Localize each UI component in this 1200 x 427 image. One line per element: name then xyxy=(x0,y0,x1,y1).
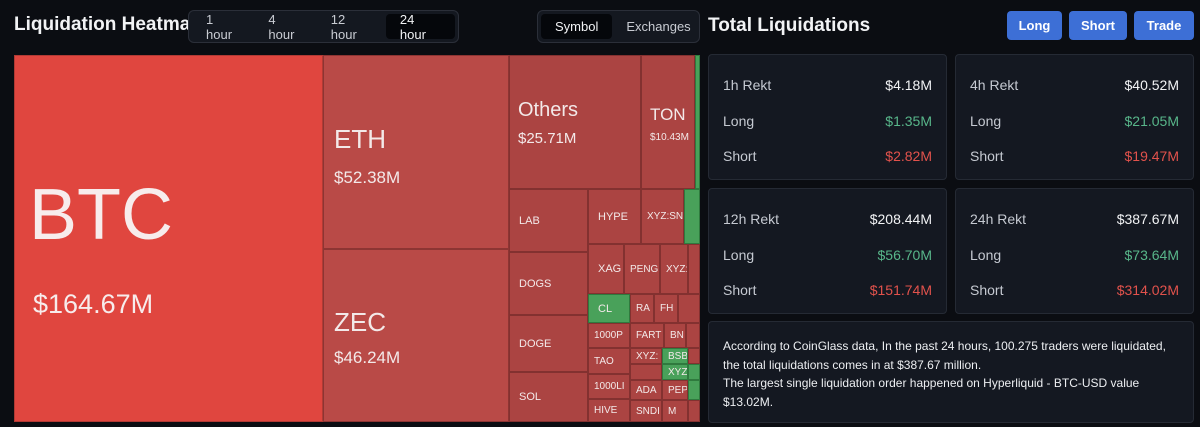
view-tabs: Symbol Exchanges xyxy=(537,10,700,43)
trade-button[interactable]: Trade xyxy=(1134,11,1194,40)
ton-value: $10.43M xyxy=(650,132,689,143)
treemap-cell-small[interactable] xyxy=(688,244,700,294)
long-label: Long xyxy=(970,113,1002,129)
treemap-cell-eth[interactable]: ETH $52.38M xyxy=(323,55,509,249)
others-value: $25.71M xyxy=(518,130,577,147)
time-range-tabs: 1 hour 4 hour 12 hour 24 hour xyxy=(188,10,459,43)
long-value: $73.64M xyxy=(1124,247,1179,263)
long-button[interactable]: Long xyxy=(1007,11,1062,40)
treemap-cell-1000p[interactable]: 1000P xyxy=(588,323,630,348)
treemap-cell-hive[interactable]: HIVE xyxy=(588,399,630,422)
treemap-cell-dogs[interactable]: DOGS xyxy=(509,252,588,315)
card-12h-rekt: 12h Rekt $208.44M Long $56.70M Short $151.7… xyxy=(708,188,947,314)
treemap-cell-cl[interactable]: CL xyxy=(588,294,630,323)
treemap-cell-zec[interactable]: ZEC $46.24M xyxy=(323,249,509,422)
treemap-cell-ada[interactable]: ADA xyxy=(630,380,662,400)
total-liquidations-title: Total Liquidations xyxy=(708,15,871,36)
others-label: Others xyxy=(518,99,579,121)
treemap-cell-xyz-3[interactable]: XYZ xyxy=(662,364,688,380)
card-24h-rekt: 24h Rekt $387.67M Long $73.64M Short $314.0… xyxy=(955,188,1194,314)
btc-label: BTC xyxy=(29,175,173,255)
treemap-cell-ton[interactable]: TON $10.43M xyxy=(641,55,695,189)
long-label: Long xyxy=(723,247,755,263)
card-total: $208.44M xyxy=(869,211,932,227)
short-value: $151.74M xyxy=(869,282,932,298)
summary-line-1: According to CoinGlass data, In the past… xyxy=(723,339,1166,372)
treemap-cell-others[interactable]: Others $25.71M xyxy=(509,55,641,189)
tab-4-hour[interactable]: 4 hour xyxy=(268,11,295,42)
short-button[interactable]: Short xyxy=(1069,11,1127,40)
page-title: Liquidation Heatmap xyxy=(14,14,202,35)
liquidation-summary: According to CoinGlass data, In the past… xyxy=(708,321,1194,423)
treemap-cell-1000li[interactable]: 1000LI xyxy=(588,374,630,399)
liquidation-treemap: BTC $164.67M ETH $52.38M ZEC $46.24M Oth… xyxy=(14,55,700,422)
treemap-cell-sol[interactable]: SOL xyxy=(509,372,588,422)
tab-24-hour[interactable]: 24 hour xyxy=(385,12,455,42)
treemap-cell-sndi[interactable]: SNDI xyxy=(630,400,662,422)
long-value: $21.05M xyxy=(1124,113,1179,129)
treemap-cell-fh[interactable]: FH xyxy=(654,294,678,323)
ton-label: TON xyxy=(650,105,686,124)
treemap-cell-small[interactable] xyxy=(678,294,700,323)
treemap-cell-small[interactable] xyxy=(695,55,700,189)
treemap-cell-tao[interactable]: TAO xyxy=(588,348,630,374)
summary-line-2: The largest single liquidation order hap… xyxy=(723,376,1140,409)
treemap-cell-small[interactable] xyxy=(688,400,700,422)
treemap-cell-btc[interactable]: BTC $164.67M xyxy=(14,55,323,422)
card-total: $40.52M xyxy=(1124,77,1179,93)
short-value: $314.02M xyxy=(1116,282,1179,298)
treemap-cell-small[interactable] xyxy=(630,364,662,380)
long-value: $1.35M xyxy=(885,113,932,129)
eth-value: $52.38M xyxy=(334,168,401,187)
treemap-cell-hype[interactable]: HYPE xyxy=(588,189,641,244)
eth-label: ETH xyxy=(334,124,386,154)
treemap-cell-pep[interactable]: PEP xyxy=(662,380,688,400)
zec-value: $46.24M xyxy=(334,348,401,367)
short-label: Short xyxy=(970,282,1004,298)
long-value: $56.70M xyxy=(877,247,932,263)
card-title: 24h Rekt xyxy=(970,211,1027,227)
tab-exchanges[interactable]: Exchanges xyxy=(626,19,691,34)
card-title: 12h Rekt xyxy=(723,211,780,227)
treemap-cell-bsb[interactable]: BSB xyxy=(662,348,688,364)
treemap-cell-bn[interactable]: BN xyxy=(664,323,686,348)
treemap-cell-peng[interactable]: PENG xyxy=(624,244,660,294)
tab-12-hour[interactable]: 12 hour xyxy=(330,11,357,42)
short-value: $19.47M xyxy=(1124,148,1179,164)
treemap-cell-small[interactable] xyxy=(688,380,700,400)
treemap-cell-ra[interactable]: RA xyxy=(630,294,654,323)
card-1h-rekt: 1h Rekt $4.18M Long $1.35M Short $2.82M xyxy=(708,54,947,180)
treemap-cell-xyz-2[interactable]: XYZ: xyxy=(630,348,662,364)
treemap-cell-xyz-sn[interactable]: XYZ:SN xyxy=(641,189,684,244)
long-label: Long xyxy=(723,113,755,129)
tab-symbol[interactable]: Symbol xyxy=(541,14,613,39)
short-label: Short xyxy=(723,282,757,298)
short-label: Short xyxy=(723,148,757,164)
card-4h-rekt: 4h Rekt $40.52M Long $21.05M Short $19.47M xyxy=(955,54,1194,180)
treemap-cell-small[interactable] xyxy=(688,364,700,380)
treemap-cell-doge[interactable]: DOGE xyxy=(509,315,588,372)
card-total: $4.18M xyxy=(885,77,932,93)
treemap-cell-small[interactable] xyxy=(684,189,700,244)
treemap-cell-xag[interactable]: XAG xyxy=(588,244,624,294)
treemap-cell-small[interactable] xyxy=(686,323,700,348)
zec-label: ZEC xyxy=(334,307,386,337)
card-total: $387.67M xyxy=(1116,211,1179,227)
treemap-cell-m[interactable]: M xyxy=(662,400,688,422)
card-title: 4h Rekt xyxy=(970,77,1019,93)
treemap-cell-xyz[interactable]: XYZ: xyxy=(660,244,688,294)
long-label: Long xyxy=(970,247,1002,263)
card-title: 1h Rekt xyxy=(723,77,772,93)
tab-1-hour[interactable]: 1 hour xyxy=(206,11,233,42)
treemap-cell-small[interactable] xyxy=(688,348,700,364)
treemap-cell-lab[interactable]: LAB xyxy=(509,189,588,252)
short-label: Short xyxy=(970,148,1004,164)
short-value: $2.82M xyxy=(885,148,932,164)
btc-value: $164.67M xyxy=(33,289,154,319)
treemap-cell-fart[interactable]: FART xyxy=(630,323,664,348)
